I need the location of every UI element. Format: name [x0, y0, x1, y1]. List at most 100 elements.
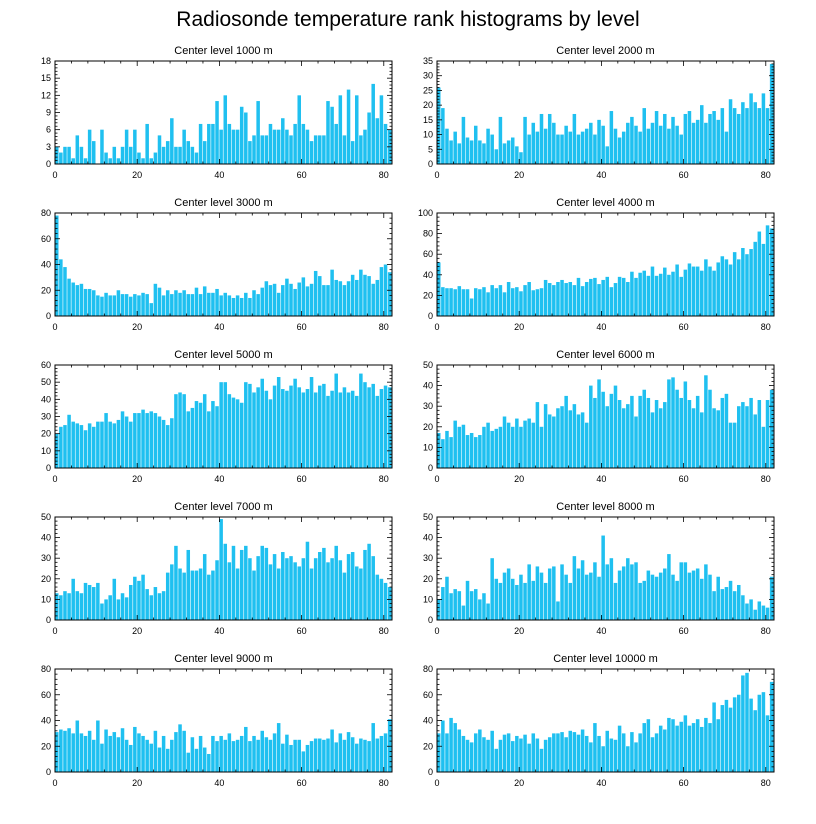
panel-title: Center level 8000 m: [556, 501, 655, 513]
histogram-bar: [145, 294, 149, 316]
histogram-bar: [531, 422, 536, 468]
histogram-bar: [67, 278, 71, 316]
histogram-bar: [67, 146, 71, 164]
histogram-bar: [100, 296, 104, 316]
y-tick-label: 0: [46, 463, 51, 473]
histogram-bar: [387, 719, 392, 772]
histogram-bar: [650, 412, 655, 468]
histogram-bar: [128, 421, 133, 468]
histogram-bar: [720, 705, 725, 772]
histogram-bar: [621, 131, 626, 164]
histogram-bar: [165, 425, 170, 468]
histogram-bar: [564, 737, 568, 772]
histogram-bar: [305, 389, 310, 468]
histogram-bar: [523, 116, 527, 164]
histogram-bar: [219, 382, 223, 468]
histogram-bar: [523, 582, 527, 620]
y-tick-label: 60: [41, 360, 51, 370]
histogram-bar: [75, 423, 80, 468]
histogram-bar: [75, 285, 80, 316]
histogram-bar: [375, 574, 380, 620]
histogram-bar: [346, 392, 351, 468]
x-tick-label: 60: [297, 170, 307, 180]
histogram-bar: [161, 295, 166, 316]
histogram-bar: [687, 400, 692, 468]
histogram-bar: [235, 399, 240, 468]
histogram-bar: [91, 141, 96, 164]
histogram-bar: [564, 395, 568, 468]
histogram-bar: [712, 270, 716, 316]
histogram-bar: [609, 393, 614, 468]
histogram-bar: [695, 719, 700, 772]
histogram-bar: [556, 601, 560, 620]
histogram-bar: [609, 738, 614, 772]
histogram-bar: [658, 408, 663, 468]
histogram-bar: [182, 730, 186, 772]
histogram-bar: [626, 558, 630, 620]
histogram-bar: [728, 422, 733, 468]
histogram-bar: [153, 283, 158, 316]
histogram-bar: [355, 279, 359, 316]
histogram-bar: [584, 282, 589, 316]
histogram-bar: [272, 733, 277, 773]
histogram-bar: [757, 601, 762, 620]
histogram-bar: [379, 267, 384, 316]
histogram-bar: [638, 131, 642, 164]
histogram-bar: [79, 425, 84, 468]
histogram-bar: [527, 282, 531, 316]
histogram-bar: [597, 379, 601, 468]
y-tick-label: 50: [41, 377, 51, 387]
histogram-bar: [642, 270, 646, 316]
histogram-bar: [761, 93, 766, 164]
histogram-plot: 0 10 20 30 40 50 0 20 40 60 80: [41, 512, 393, 636]
histogram-bar: [737, 259, 741, 316]
histogram-bar: [79, 283, 84, 316]
histogram-bar: [658, 273, 663, 316]
histogram-bar: [96, 720, 100, 772]
histogram-bar: [490, 134, 494, 164]
histogram-bar: [211, 570, 215, 620]
histogram-bar: [153, 413, 158, 468]
y-tick-label: 10: [423, 442, 433, 452]
histogram-bar: [309, 377, 314, 468]
plot-frame: [436, 516, 775, 621]
histogram-bar: [371, 383, 375, 468]
histogram-bar: [83, 158, 88, 164]
histogram-bar: [133, 129, 137, 164]
histogram-bar: [445, 288, 449, 316]
histogram-bar: [716, 410, 720, 468]
histogram-bar: [170, 564, 174, 620]
histogram-bar: [539, 748, 544, 772]
histogram-bar: [313, 558, 318, 620]
histogram-bar: [486, 739, 490, 772]
x-tick-label: 20: [514, 778, 524, 788]
y-tick-label: 20: [41, 429, 51, 439]
histogram-bar: [239, 549, 244, 620]
histogram-bar: [285, 734, 289, 772]
x-tick-label: 60: [679, 778, 689, 788]
histogram-bar: [494, 149, 499, 164]
histogram-bar: [486, 292, 490, 316]
y-tick-label: 10: [423, 130, 433, 140]
y-tick-label: 20: [423, 741, 433, 751]
histogram-bar: [605, 146, 610, 164]
histogram-bar: [128, 146, 133, 164]
histogram-bar: [457, 143, 462, 164]
histogram-bar: [112, 578, 117, 620]
histogram-bar: [207, 123, 211, 164]
page-title: Radiosonde temperature rank histograms b…: [176, 8, 640, 31]
histogram-bar: [244, 545, 248, 620]
histogram-bar: [445, 733, 449, 773]
x-tick-label: 80: [379, 170, 389, 180]
histogram-bar: [593, 397, 597, 468]
histogram-bar: [597, 576, 601, 620]
histogram-bar: [753, 414, 757, 468]
histogram-bar: [116, 599, 121, 620]
histogram-bar: [765, 400, 770, 468]
histogram-bar: [502, 734, 507, 772]
histogram-bar: [473, 733, 478, 773]
x-tick-label: 80: [379, 322, 389, 332]
histogram-bar: [276, 568, 281, 620]
y-tick-label: 9: [46, 108, 51, 118]
histogram-bar: [658, 572, 663, 620]
